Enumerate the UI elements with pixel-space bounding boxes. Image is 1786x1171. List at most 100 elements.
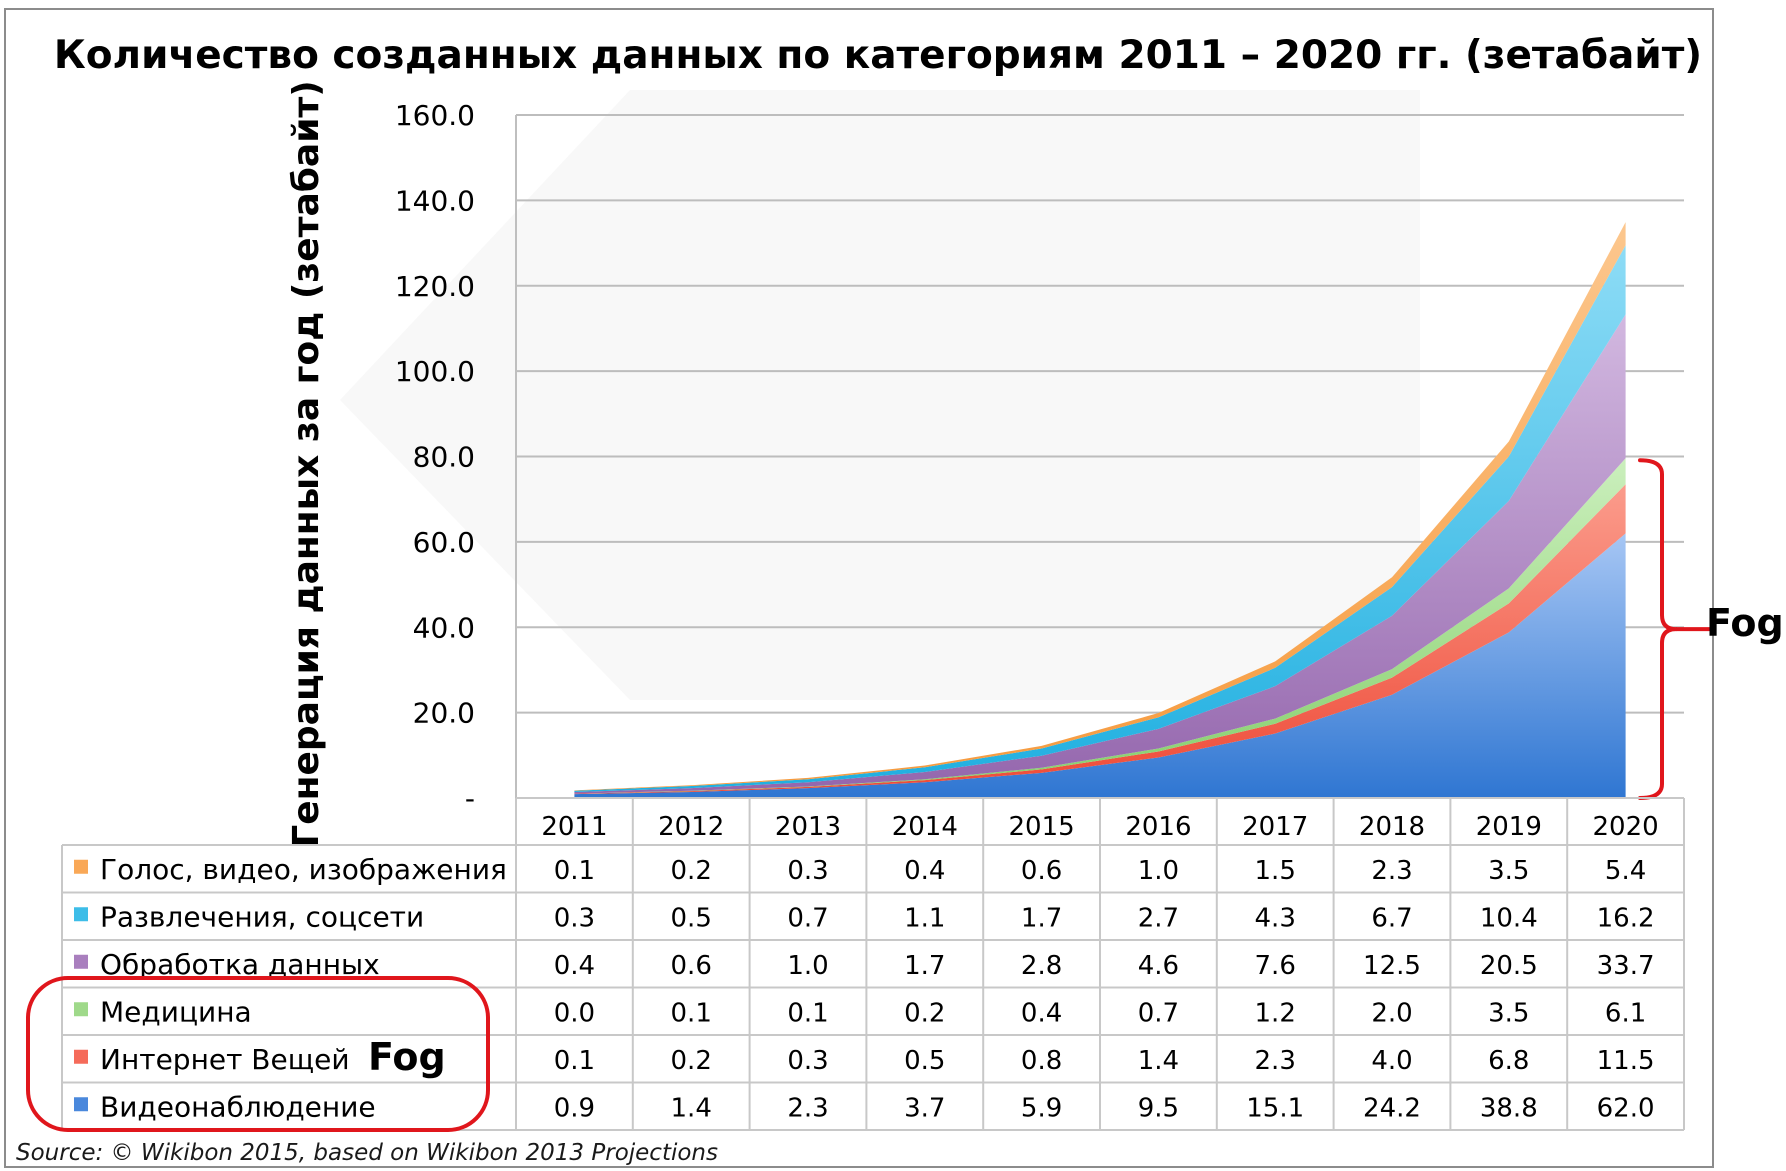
- data-label: 0.3: [787, 1046, 828, 1076]
- data-label: 1.4: [671, 1093, 712, 1123]
- data-label: 0.7: [1138, 998, 1179, 1028]
- legend-swatch: [74, 954, 88, 969]
- legend-entry: Медицина: [100, 995, 252, 1028]
- data-label: 2.7: [1138, 903, 1179, 933]
- data-label: 0.8: [1021, 1046, 1062, 1076]
- data-label: 4.6: [1138, 951, 1179, 981]
- data-label: 1.2: [1255, 998, 1296, 1028]
- x-tick-label: 2018: [1359, 812, 1425, 842]
- y-tick-label: 40.0: [413, 611, 475, 644]
- x-tick-label: 2013: [775, 812, 841, 842]
- data-label: 62.0: [1597, 1093, 1655, 1123]
- legend-entry: Обработка данных: [100, 948, 380, 981]
- watermark: [340, 90, 1420, 700]
- data-label: 0.1: [787, 998, 828, 1028]
- data-label: 4.3: [1255, 903, 1296, 933]
- data-label: 2.3: [787, 1093, 828, 1123]
- data-label: 1.0: [787, 951, 828, 981]
- x-tick-label: 2020: [1593, 812, 1659, 842]
- stacked-areas: [574, 222, 1626, 798]
- x-tick-label: 2019: [1476, 812, 1542, 842]
- y-tick-label: 120.0: [395, 270, 475, 303]
- y-tick-label: 100.0: [395, 355, 475, 388]
- legend-swatch: [74, 1097, 88, 1112]
- legend-entry: Развлечения, соцсети: [100, 900, 424, 933]
- legend-swatch: [74, 859, 88, 874]
- x-tick-label: 2012: [658, 812, 724, 842]
- x-tick-label: 2011: [541, 812, 607, 842]
- legend-swatch: [74, 907, 88, 922]
- data-label: 9.5: [1138, 1093, 1179, 1123]
- legend-swatch: [74, 1049, 88, 1064]
- fog-table-label: Fog: [368, 1035, 446, 1079]
- data-label: 1.1: [904, 903, 945, 933]
- data-label: 5.4: [1605, 856, 1646, 886]
- data-label: 7.6: [1255, 951, 1296, 981]
- x-tick-label: 2017: [1242, 812, 1308, 842]
- data-label: 11.5: [1597, 1046, 1655, 1076]
- y-tick-label: -: [465, 782, 475, 815]
- data-label: 15.1: [1246, 1093, 1304, 1123]
- y-axis-label: Генерация данных за год (зетабайт): [286, 80, 327, 848]
- data-label: 0.4: [554, 951, 595, 981]
- data-label: 4.0: [1371, 1046, 1412, 1076]
- data-label: 1.7: [1021, 903, 1062, 933]
- data-label: 3.5: [1488, 998, 1529, 1028]
- data-label: 2.3: [1255, 1046, 1296, 1076]
- data-label: 38.8: [1480, 1093, 1538, 1123]
- data-label: 0.1: [671, 998, 712, 1028]
- data-label: 2.0: [1371, 998, 1412, 1028]
- data-label: 3.5: [1488, 856, 1529, 886]
- data-label: 2.3: [1371, 856, 1412, 886]
- data-label: 0.2: [671, 856, 712, 886]
- legend-entry: Интернет Вещей: [100, 1043, 350, 1076]
- data-label: 10.4: [1480, 903, 1538, 933]
- x-tick-label: 2015: [1009, 812, 1075, 842]
- data-label: 20.5: [1480, 951, 1538, 981]
- data-label: 0.7: [787, 903, 828, 933]
- data-label: 0.0: [554, 998, 595, 1028]
- legend-swatch: [74, 1002, 88, 1017]
- data-label: 1.0: [1138, 856, 1179, 886]
- data-label: 2.8: [1021, 951, 1062, 981]
- x-tick-label: 2016: [1125, 812, 1191, 842]
- data-label: 24.2: [1363, 1093, 1421, 1123]
- data-label: 0.9: [554, 1093, 595, 1123]
- data-label: 33.7: [1597, 951, 1655, 981]
- data-label: 3.7: [904, 1093, 945, 1123]
- data-label: 1.7: [904, 951, 945, 981]
- data-label: 0.4: [1021, 998, 1062, 1028]
- y-tick-label: 160.0: [395, 99, 475, 132]
- legend-entry: Видеонаблюдение: [100, 1090, 376, 1123]
- fog-bracket-label: Fog: [1706, 601, 1784, 645]
- data-label: 0.3: [787, 856, 828, 886]
- data-label: 6.7: [1371, 903, 1412, 933]
- data-label: 16.2: [1597, 903, 1655, 933]
- y-tick-label: 20.0: [413, 697, 475, 730]
- data-label: 0.2: [904, 998, 945, 1028]
- legend-entry: Голос, видео, изображения: [100, 853, 507, 886]
- data-label: 0.5: [671, 903, 712, 933]
- data-label: 0.3: [554, 903, 595, 933]
- data-label: 6.1: [1605, 998, 1646, 1028]
- data-label: 1.5: [1255, 856, 1296, 886]
- data-label: 5.9: [1021, 1093, 1062, 1123]
- source-note: Source: © Wikibon 2015, based on Wikibon…: [16, 1140, 718, 1166]
- data-table: 2011 2012 2013 2014 2015 2016 2017 2018 2019 2020…: [61, 797, 1685, 1131]
- fog-table-highlight: [26, 976, 490, 1132]
- y-tick-label: 80.0: [413, 441, 475, 474]
- fog-bracket: [1638, 458, 1678, 800]
- data-label: 6.8: [1488, 1046, 1529, 1076]
- area-series: [574, 314, 1626, 794]
- data-label: 1.4: [1138, 1046, 1179, 1076]
- data-label: 0.1: [554, 1046, 595, 1076]
- data-label: 0.1: [554, 856, 595, 886]
- x-tick-label: 2014: [892, 812, 958, 842]
- data-label: 0.2: [671, 1046, 712, 1076]
- data-label: 0.6: [671, 951, 712, 981]
- chart-title: Количество созданных данных по категория…: [54, 33, 1702, 78]
- data-label: 0.6: [1021, 856, 1062, 886]
- y-tick-label: 60.0: [413, 526, 475, 559]
- data-label: 12.5: [1363, 951, 1421, 981]
